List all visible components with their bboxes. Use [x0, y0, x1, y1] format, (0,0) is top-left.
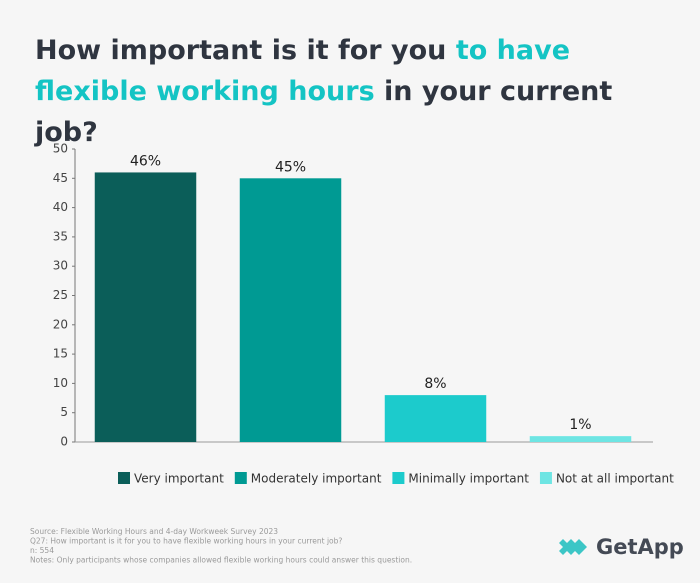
- logo: GetApp: [559, 535, 684, 559]
- value-label: 46%: [130, 153, 161, 169]
- title-part: in your current job?: [35, 76, 613, 148]
- bar: [239, 178, 342, 443]
- y-tick-label: 25: [53, 288, 68, 302]
- bar: [384, 395, 487, 442]
- value-label: 1%: [569, 417, 591, 433]
- y-tick-label: 30: [53, 259, 68, 273]
- bar: [94, 172, 197, 442]
- footnote: Notes: Only participants whose companies…: [30, 556, 412, 565]
- legend-swatch: [539, 472, 552, 484]
- legend-swatch: [118, 472, 130, 484]
- value-label: 45%: [275, 159, 306, 175]
- legend-label: Minimally important: [408, 472, 529, 486]
- bar: [529, 436, 632, 442]
- footnote: Source: Flexible Working Hours and 4-day…: [30, 527, 278, 536]
- legend-swatch: [234, 472, 247, 484]
- value-label: 8%: [424, 376, 446, 392]
- y-tick-label: 45: [53, 171, 68, 185]
- y-tick-label: 20: [53, 317, 68, 331]
- title-highlight: to have flexible working hours: [35, 35, 571, 107]
- chart-title: How important is it for you to have flex…: [35, 30, 675, 153]
- legend-label: Moderately important: [251, 472, 382, 486]
- y-tick-label: 50: [53, 142, 68, 156]
- y-tick-label: 5: [60, 405, 68, 419]
- y-tick-label: 35: [53, 229, 68, 243]
- legend-label: Very important: [134, 472, 224, 486]
- y-tick-label: 15: [53, 347, 68, 361]
- logo-icon: [559, 539, 587, 555]
- footnote: n: 554: [30, 546, 54, 555]
- y-tick-label: 0: [60, 435, 68, 449]
- y-tick-label: 10: [53, 376, 68, 390]
- title-part: How important is it for you: [35, 35, 447, 66]
- legend-label: Not at all important: [556, 472, 674, 486]
- logo-text: GetApp: [596, 535, 684, 559]
- y-tick-label: 40: [53, 200, 68, 214]
- footnote: Q27: How important is it for you to have…: [30, 537, 342, 546]
- legend-swatch: [392, 472, 405, 484]
